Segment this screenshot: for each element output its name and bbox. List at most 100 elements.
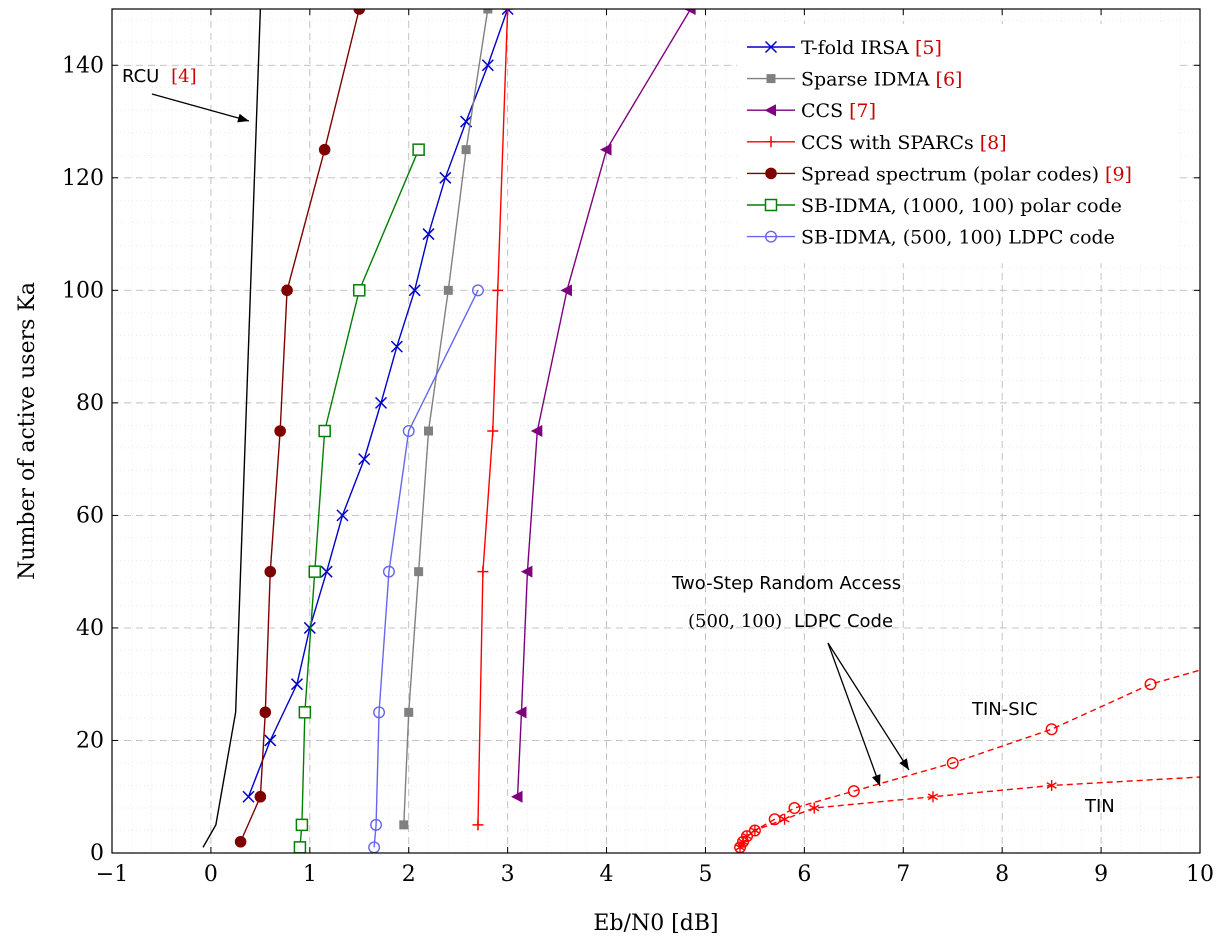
marker [461,145,471,155]
rcu-label-ref: [4] [171,66,197,87]
marker [501,9,514,16]
legend-entry: SB-IDMA, (1000, 100) polar code [747,195,1122,217]
marker [298,706,312,719]
y-tick-label: 140 [62,53,104,78]
marker [439,171,452,184]
x-tick-label: 10 [1186,862,1214,887]
x-tick-label: 5 [698,862,712,887]
rcu-arrow-head [237,113,249,123]
series-line [299,149,420,848]
legend-label: CCS [7] [801,100,876,122]
marker [471,284,484,297]
marker [318,143,331,156]
marker [764,104,776,117]
legend-label-ref: [7] [849,100,876,122]
marker [414,567,424,577]
marker [809,802,820,814]
marker [502,9,514,15]
marker [765,167,777,180]
marker [1045,723,1058,736]
series-9 [734,776,1200,853]
marker [303,621,316,634]
marker [511,790,523,803]
series-3 [472,9,514,831]
y-axis-label: Number of active users Ka [15,282,40,580]
tin-sic-label: TIN-SIC [971,699,1038,720]
rcu-label-text: RCU [122,66,159,87]
legend-entry: T-fold IRSA [5] [747,37,942,59]
marker [308,565,322,578]
marker [234,835,247,848]
marker [764,198,778,212]
two-step-label-line2: (500, 100) LDPC Code [688,611,893,632]
annotations: RCU [4] Two-Step Random Access (500, 100… [122,66,1115,817]
legend-label-text: CCS with SPARCs [801,132,974,154]
marker [375,396,388,409]
x-tick-label: 2 [402,862,416,887]
marker [946,756,959,769]
marker [600,143,612,156]
marker [390,340,403,353]
y-tick-label: 20 [76,728,104,753]
series-2 [511,9,696,803]
legend-label-text: SB-IDMA, (1000, 100) polar code [801,195,1122,217]
tin-sic-arrow [827,642,910,771]
series-7 [202,9,262,848]
marker [768,813,781,826]
marker [764,40,778,54]
two-step-code-params: (500, 100) [688,611,782,632]
legend-label-ref: [6] [936,69,963,91]
legend-entry: Spread spectrum (polar codes) [9] [747,163,1132,185]
y-tick-label: 80 [76,391,104,416]
series-6 [368,284,484,853]
legend-label: Sparse IDMA [6] [801,69,962,91]
series-line [477,9,509,825]
legend: T-fold IRSA [5] Sparse IDMA [6] CCS [7] CCS wi… [737,24,1177,264]
x-tick-label: 1 [303,862,317,887]
marker [408,284,421,297]
legend-label-text: CCS [801,100,843,122]
marker [264,734,277,747]
series-5 [293,143,425,853]
marker [472,819,484,831]
marker [254,790,267,803]
marker [487,425,499,437]
x-tick-label: 3 [501,862,515,887]
marker [424,426,434,436]
x-tick-label: 9 [1094,862,1108,887]
legend-label-text: SB-IDMA, (500, 100) LDPC code [801,227,1115,249]
two-step-label-line1: Two-Step Random Access [671,573,901,594]
y-tick-label: 40 [76,616,104,641]
series-line [739,669,1200,848]
marker [404,707,414,717]
marker [264,565,277,578]
legend-label-ref: [9] [1105,163,1132,185]
series-line [373,290,479,848]
marker [399,820,409,830]
legend-label-ref: [8] [980,132,1007,154]
rcu-arrow [151,93,250,122]
legend-entry: SB-IDMA, (500, 100) LDPC code [747,227,1115,249]
marker [290,678,303,691]
marker [788,801,801,814]
plot-frame [111,8,1201,854]
marker [766,74,776,84]
legend-label: SB-IDMA, (500, 100) LDPC code [801,227,1115,249]
x-axis-label: Eb/N0 [dB] [593,911,718,936]
legend-label-ref: [5] [915,37,942,59]
legend-label: Spread spectrum (polar codes) [9] [801,163,1132,185]
marker [560,284,572,297]
marker [684,9,696,15]
marker [520,565,533,578]
x-tick-label: 4 [600,862,614,887]
legend-label: T-fold IRSA [5] [801,37,942,59]
marker [412,143,425,156]
tin-arrow-head [872,774,881,786]
series-0 [242,9,514,803]
annotation-arrows [151,93,910,787]
marker [530,425,543,437]
series-4 [234,9,366,848]
marker [422,228,435,241]
